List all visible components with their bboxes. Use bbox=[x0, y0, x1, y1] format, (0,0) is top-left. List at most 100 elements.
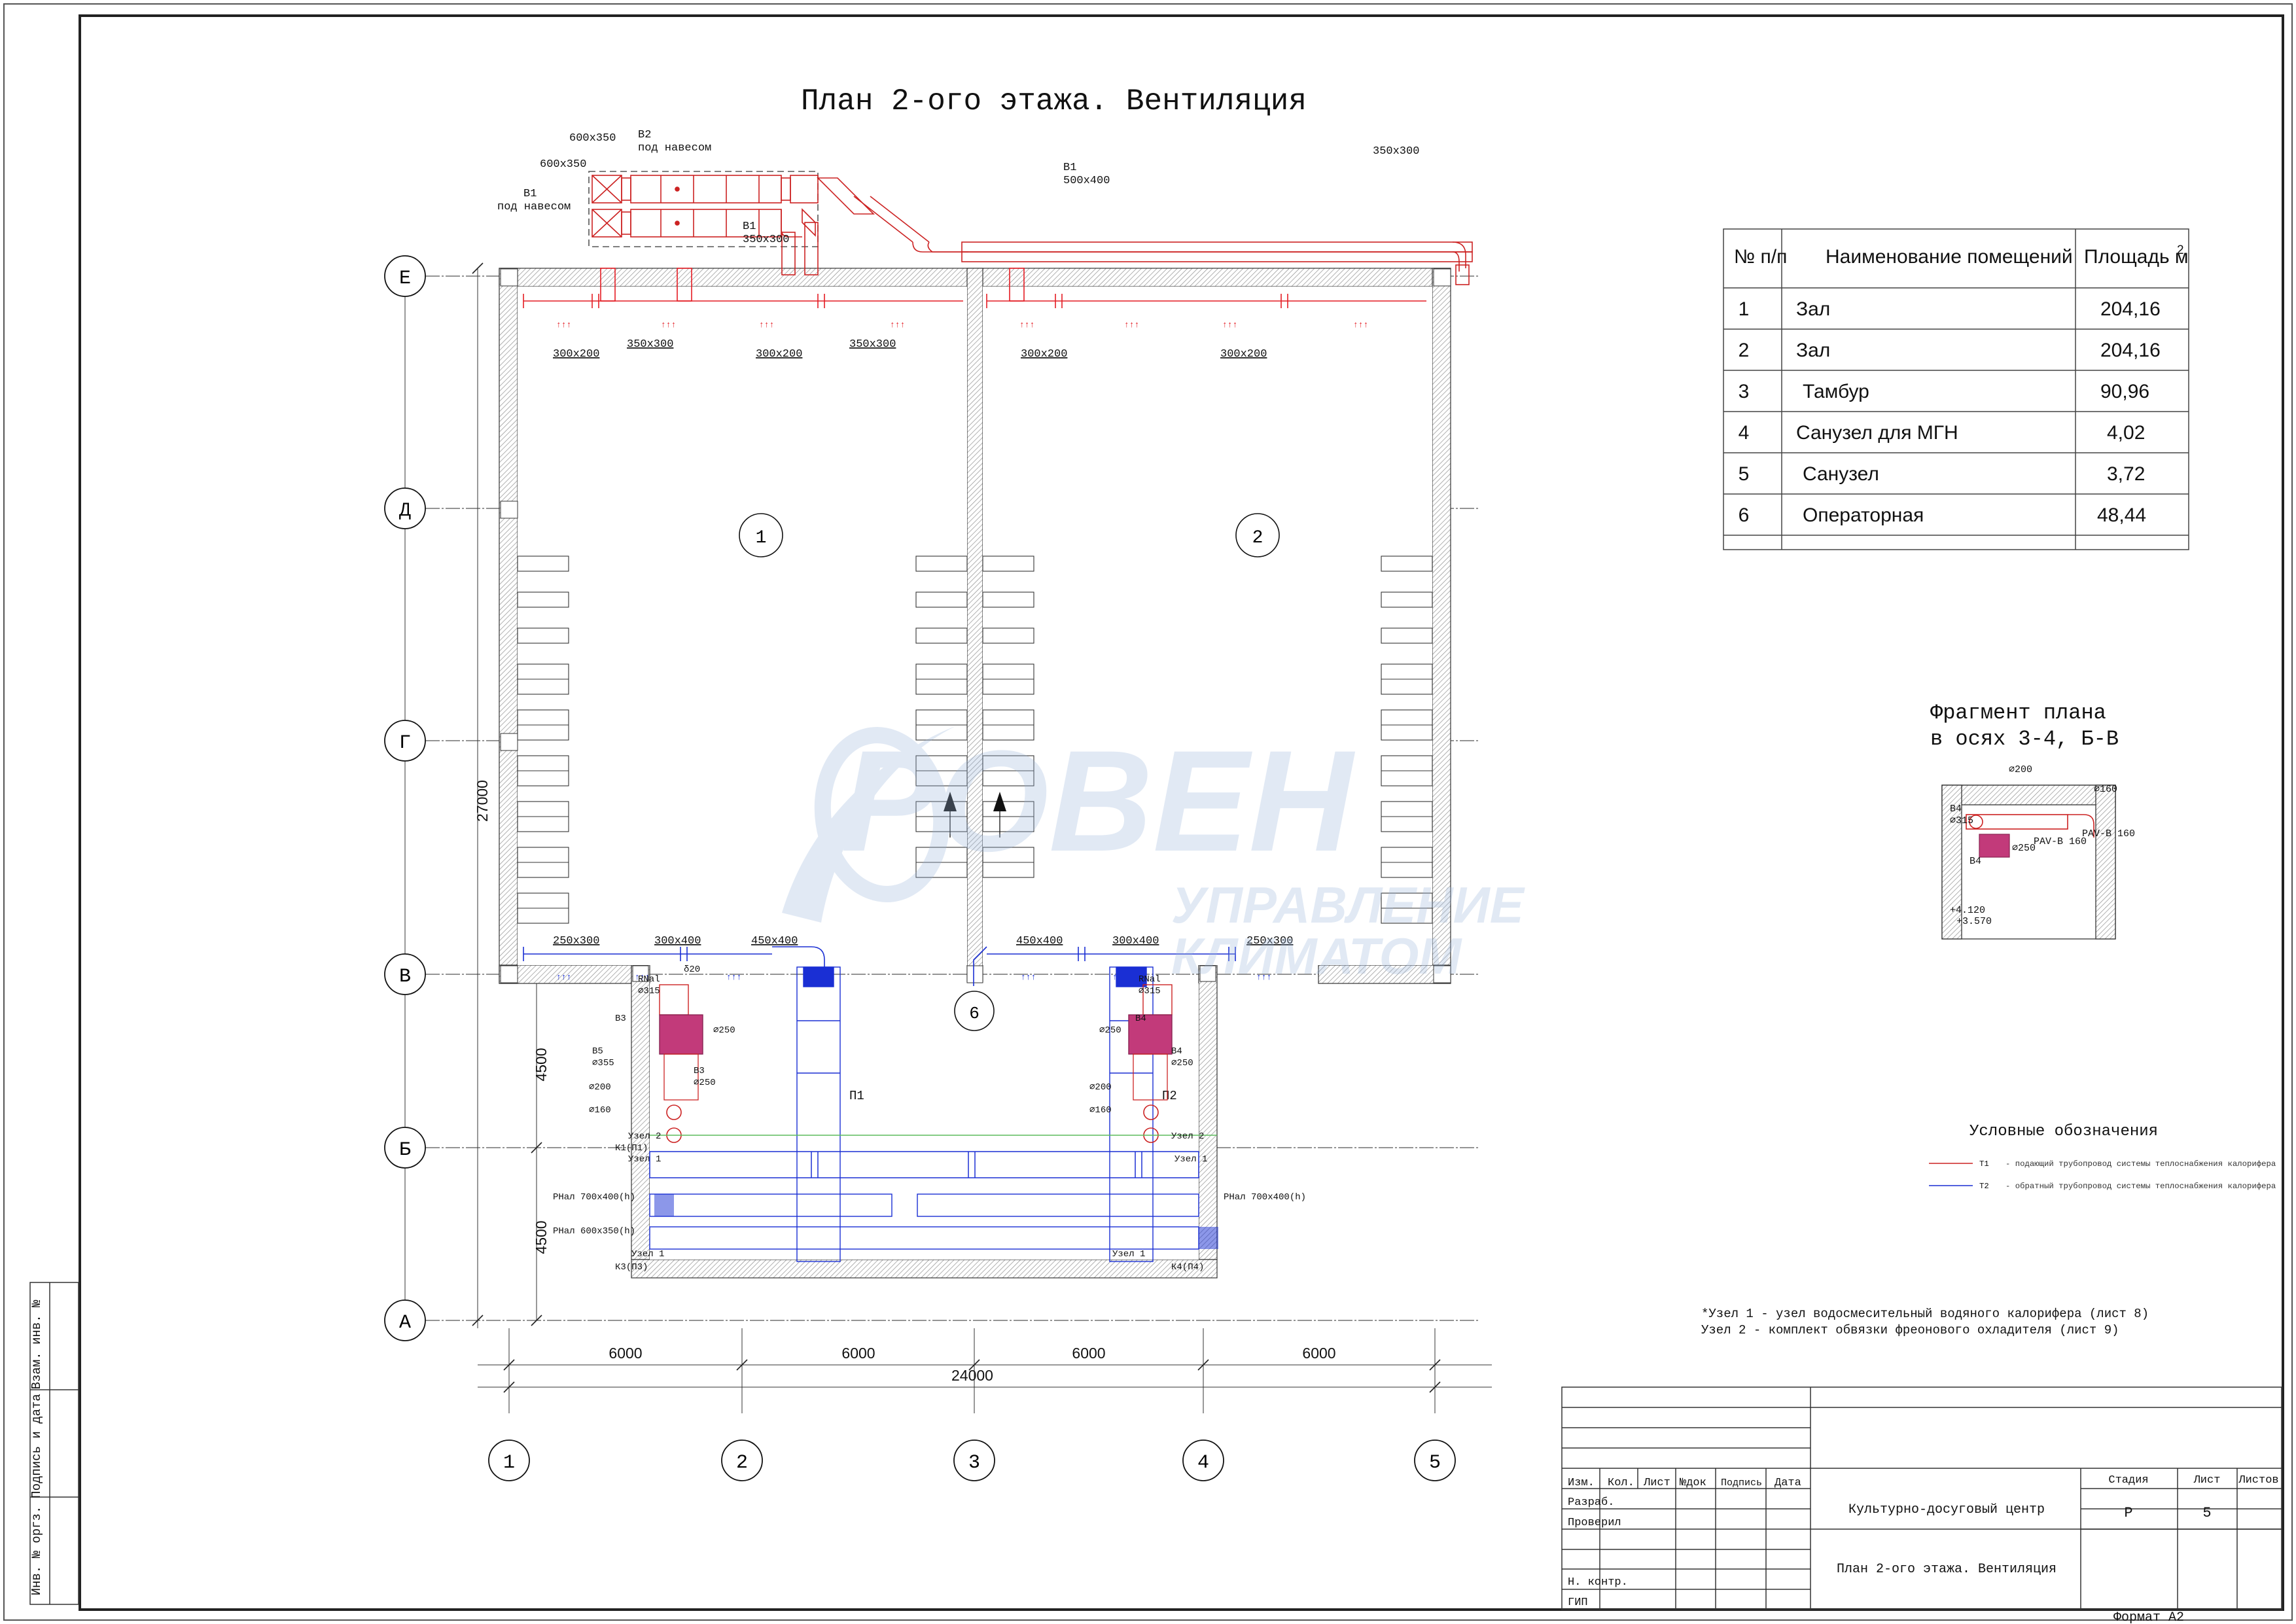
svg-text:5: 5 bbox=[2202, 1505, 2211, 1521]
svg-text:300x400: 300x400 bbox=[1112, 935, 1159, 947]
svg-text:⌀250: ⌀250 bbox=[2012, 843, 2036, 854]
svg-text:План 2-ого этажа. Вентиляция: План 2-ого этажа. Вентиляция bbox=[1837, 1562, 2057, 1577]
svg-text:Узел 2 - комплект обвязки фрео: Узел 2 - комплект обвязки фреонового охл… bbox=[1701, 1323, 2119, 1337]
svg-text:500x400: 500x400 bbox=[1063, 175, 1110, 187]
svg-text:300x400: 300x400 bbox=[654, 935, 701, 947]
svg-text:6: 6 bbox=[969, 1004, 980, 1023]
svg-text:3,72: 3,72 bbox=[2107, 463, 2145, 485]
svg-text:PAV-B 160: PAV-B 160 bbox=[2082, 828, 2135, 839]
svg-text:К3(П3): К3(П3) bbox=[615, 1262, 648, 1273]
svg-text:↑↑↑: ↑↑↑ bbox=[890, 320, 905, 330]
svg-text:П1: П1 bbox=[849, 1089, 864, 1103]
svg-text:RNal: RNal bbox=[638, 974, 660, 985]
svg-text:Кол.: Кол. bbox=[1608, 1477, 1634, 1489]
svg-text:Операторная: Операторная bbox=[1803, 504, 1924, 526]
svg-text:↑↑↑: ↑↑↑ bbox=[661, 320, 676, 330]
svg-text:B5: B5 bbox=[592, 1046, 603, 1057]
svg-text:РНал 600x350(h): РНал 600x350(h) bbox=[553, 1226, 635, 1237]
svg-text:Разраб.: Разраб. bbox=[1568, 1496, 1614, 1509]
svg-text:B4: B4 bbox=[1950, 803, 1962, 815]
svg-text:350x300: 350x300 bbox=[849, 338, 896, 351]
svg-text:δ20: δ20 bbox=[684, 964, 700, 975]
svg-text:+3.570: +3.570 bbox=[1956, 916, 1992, 927]
svg-text:Р: Р bbox=[2124, 1505, 2132, 1521]
svg-text:⌀355: ⌀355 bbox=[592, 1058, 614, 1068]
svg-text:6000: 6000 bbox=[841, 1345, 875, 1362]
svg-text:B2: B2 bbox=[638, 129, 651, 141]
svg-text:600x350: 600x350 bbox=[540, 158, 586, 171]
svg-text:Взам. инв. №: Взам. инв. № bbox=[29, 1299, 44, 1389]
svg-text:Узел 1: Узел 1 bbox=[628, 1154, 661, 1165]
svg-text:под навесом: под навесом bbox=[497, 201, 571, 213]
svg-text:+4.120: +4.120 bbox=[1950, 905, 1985, 916]
svg-text:Санузел для МГН: Санузел для МГН bbox=[1796, 422, 1958, 444]
svg-text:204,16: 204,16 bbox=[2100, 298, 2161, 320]
svg-text:Санузел: Санузел bbox=[1803, 463, 1879, 485]
svg-text:6: 6 bbox=[1739, 504, 1750, 526]
svg-text:⌀315: ⌀315 bbox=[638, 986, 660, 997]
svg-text:Узел 1: Узел 1 bbox=[1112, 1249, 1145, 1260]
svg-text:B4: B4 bbox=[1969, 856, 1981, 867]
svg-text:⌀250: ⌀250 bbox=[1171, 1058, 1193, 1068]
svg-text:RNal: RNal bbox=[1139, 974, 1161, 985]
svg-text:450x400: 450x400 bbox=[751, 935, 798, 947]
svg-text:- обратный трубопровод системы: - обратный трубопровод системы теплоснаб… bbox=[2005, 1182, 2276, 1191]
svg-text:⌀200: ⌀200 bbox=[1089, 1082, 1112, 1093]
svg-text:PAV-B 160: PAV-B 160 bbox=[2034, 836, 2087, 847]
svg-text:В: В bbox=[399, 966, 411, 988]
svg-text:2: 2 bbox=[1739, 340, 1750, 361]
svg-text:27000: 27000 bbox=[474, 780, 491, 822]
svg-text:К4(П4): К4(П4) bbox=[1171, 1262, 1204, 1273]
svg-text:- подающий трубопровод системы: - подающий трубопровод системы теплоснаб… bbox=[2005, 1159, 2276, 1169]
svg-text:250x300: 250x300 bbox=[553, 935, 599, 947]
svg-text:300x200: 300x200 bbox=[1021, 348, 1067, 361]
svg-text:90,96: 90,96 bbox=[2100, 381, 2149, 402]
svg-text:Г: Г bbox=[399, 732, 411, 754]
svg-text:3: 3 bbox=[968, 1452, 980, 1474]
svg-text:⌀250: ⌀250 bbox=[694, 1078, 716, 1088]
svg-text:300x200: 300x200 bbox=[553, 348, 599, 361]
svg-text:↑↑↑: ↑↑↑ bbox=[1019, 320, 1034, 330]
svg-text:2: 2 bbox=[1252, 528, 1263, 548]
svg-text:ГИП: ГИП bbox=[1568, 1597, 1588, 1609]
svg-text:Т1: Т1 bbox=[1979, 1159, 1989, 1169]
svg-text:5: 5 bbox=[1739, 463, 1750, 485]
svg-text:Культурно-досуговый центр: Культурно-досуговый центр bbox=[1848, 1502, 2045, 1517]
svg-text:1: 1 bbox=[1739, 298, 1750, 320]
svg-text:Узел 2: Узел 2 bbox=[1171, 1131, 1204, 1142]
svg-text:1: 1 bbox=[756, 528, 767, 548]
svg-text:350x300: 350x300 bbox=[627, 338, 673, 351]
svg-text:Лист: Лист bbox=[1643, 1477, 1670, 1489]
svg-text:Фрагмент плана: Фрагмент плана bbox=[1930, 701, 2106, 725]
svg-text:Дата: Дата bbox=[1775, 1477, 1801, 1489]
svg-text:№док: №док bbox=[1680, 1477, 1706, 1489]
svg-text:4500: 4500 bbox=[533, 1220, 550, 1254]
svg-text:↑↑↑: ↑↑↑ bbox=[556, 320, 571, 330]
svg-text:↑↑↑: ↑↑↑ bbox=[1353, 320, 1368, 330]
svg-text:*Узел 1 - узел водосмесительны: *Узел 1 - узел водосмесительный водяного… bbox=[1701, 1307, 2149, 1321]
svg-text:⌀315: ⌀315 bbox=[1950, 815, 1973, 826]
svg-text:Д: Д bbox=[399, 500, 411, 522]
svg-text:⌀160: ⌀160 bbox=[2094, 784, 2117, 795]
svg-text:Условные обозначения: Условные обозначения bbox=[1969, 1123, 2158, 1140]
svg-text:Узел 1: Узел 1 bbox=[631, 1249, 664, 1260]
svg-text:300x200: 300x200 bbox=[756, 348, 802, 361]
svg-text:Б: Б bbox=[399, 1139, 411, 1161]
svg-text:А: А bbox=[399, 1312, 411, 1334]
svg-text:под навесом: под навесом bbox=[638, 142, 711, 154]
svg-text:Т2: Т2 bbox=[1979, 1182, 1989, 1191]
svg-text:B1: B1 bbox=[743, 221, 756, 233]
svg-text:⌀315: ⌀315 bbox=[1139, 986, 1161, 997]
svg-text:План 2-ого этажа. Вентиляция: План 2-ого этажа. Вентиляция bbox=[801, 84, 1307, 118]
svg-text:4,02: 4,02 bbox=[2107, 422, 2145, 444]
svg-text:B3: B3 bbox=[694, 1066, 705, 1076]
svg-text:Зал: Зал bbox=[1796, 298, 1830, 320]
svg-text:2: 2 bbox=[2177, 243, 2184, 257]
svg-text:204,16: 204,16 bbox=[2100, 340, 2161, 361]
svg-text:⌀250: ⌀250 bbox=[713, 1025, 735, 1036]
svg-text:⌀250: ⌀250 bbox=[1099, 1025, 1122, 1036]
svg-text:№ п/п: № п/п bbox=[1734, 246, 1787, 268]
svg-text:↑↑↑: ↑↑↑ bbox=[1222, 320, 1237, 330]
svg-text:B1: B1 bbox=[1063, 162, 1076, 174]
svg-text:↑↑↑: ↑↑↑ bbox=[726, 972, 741, 982]
